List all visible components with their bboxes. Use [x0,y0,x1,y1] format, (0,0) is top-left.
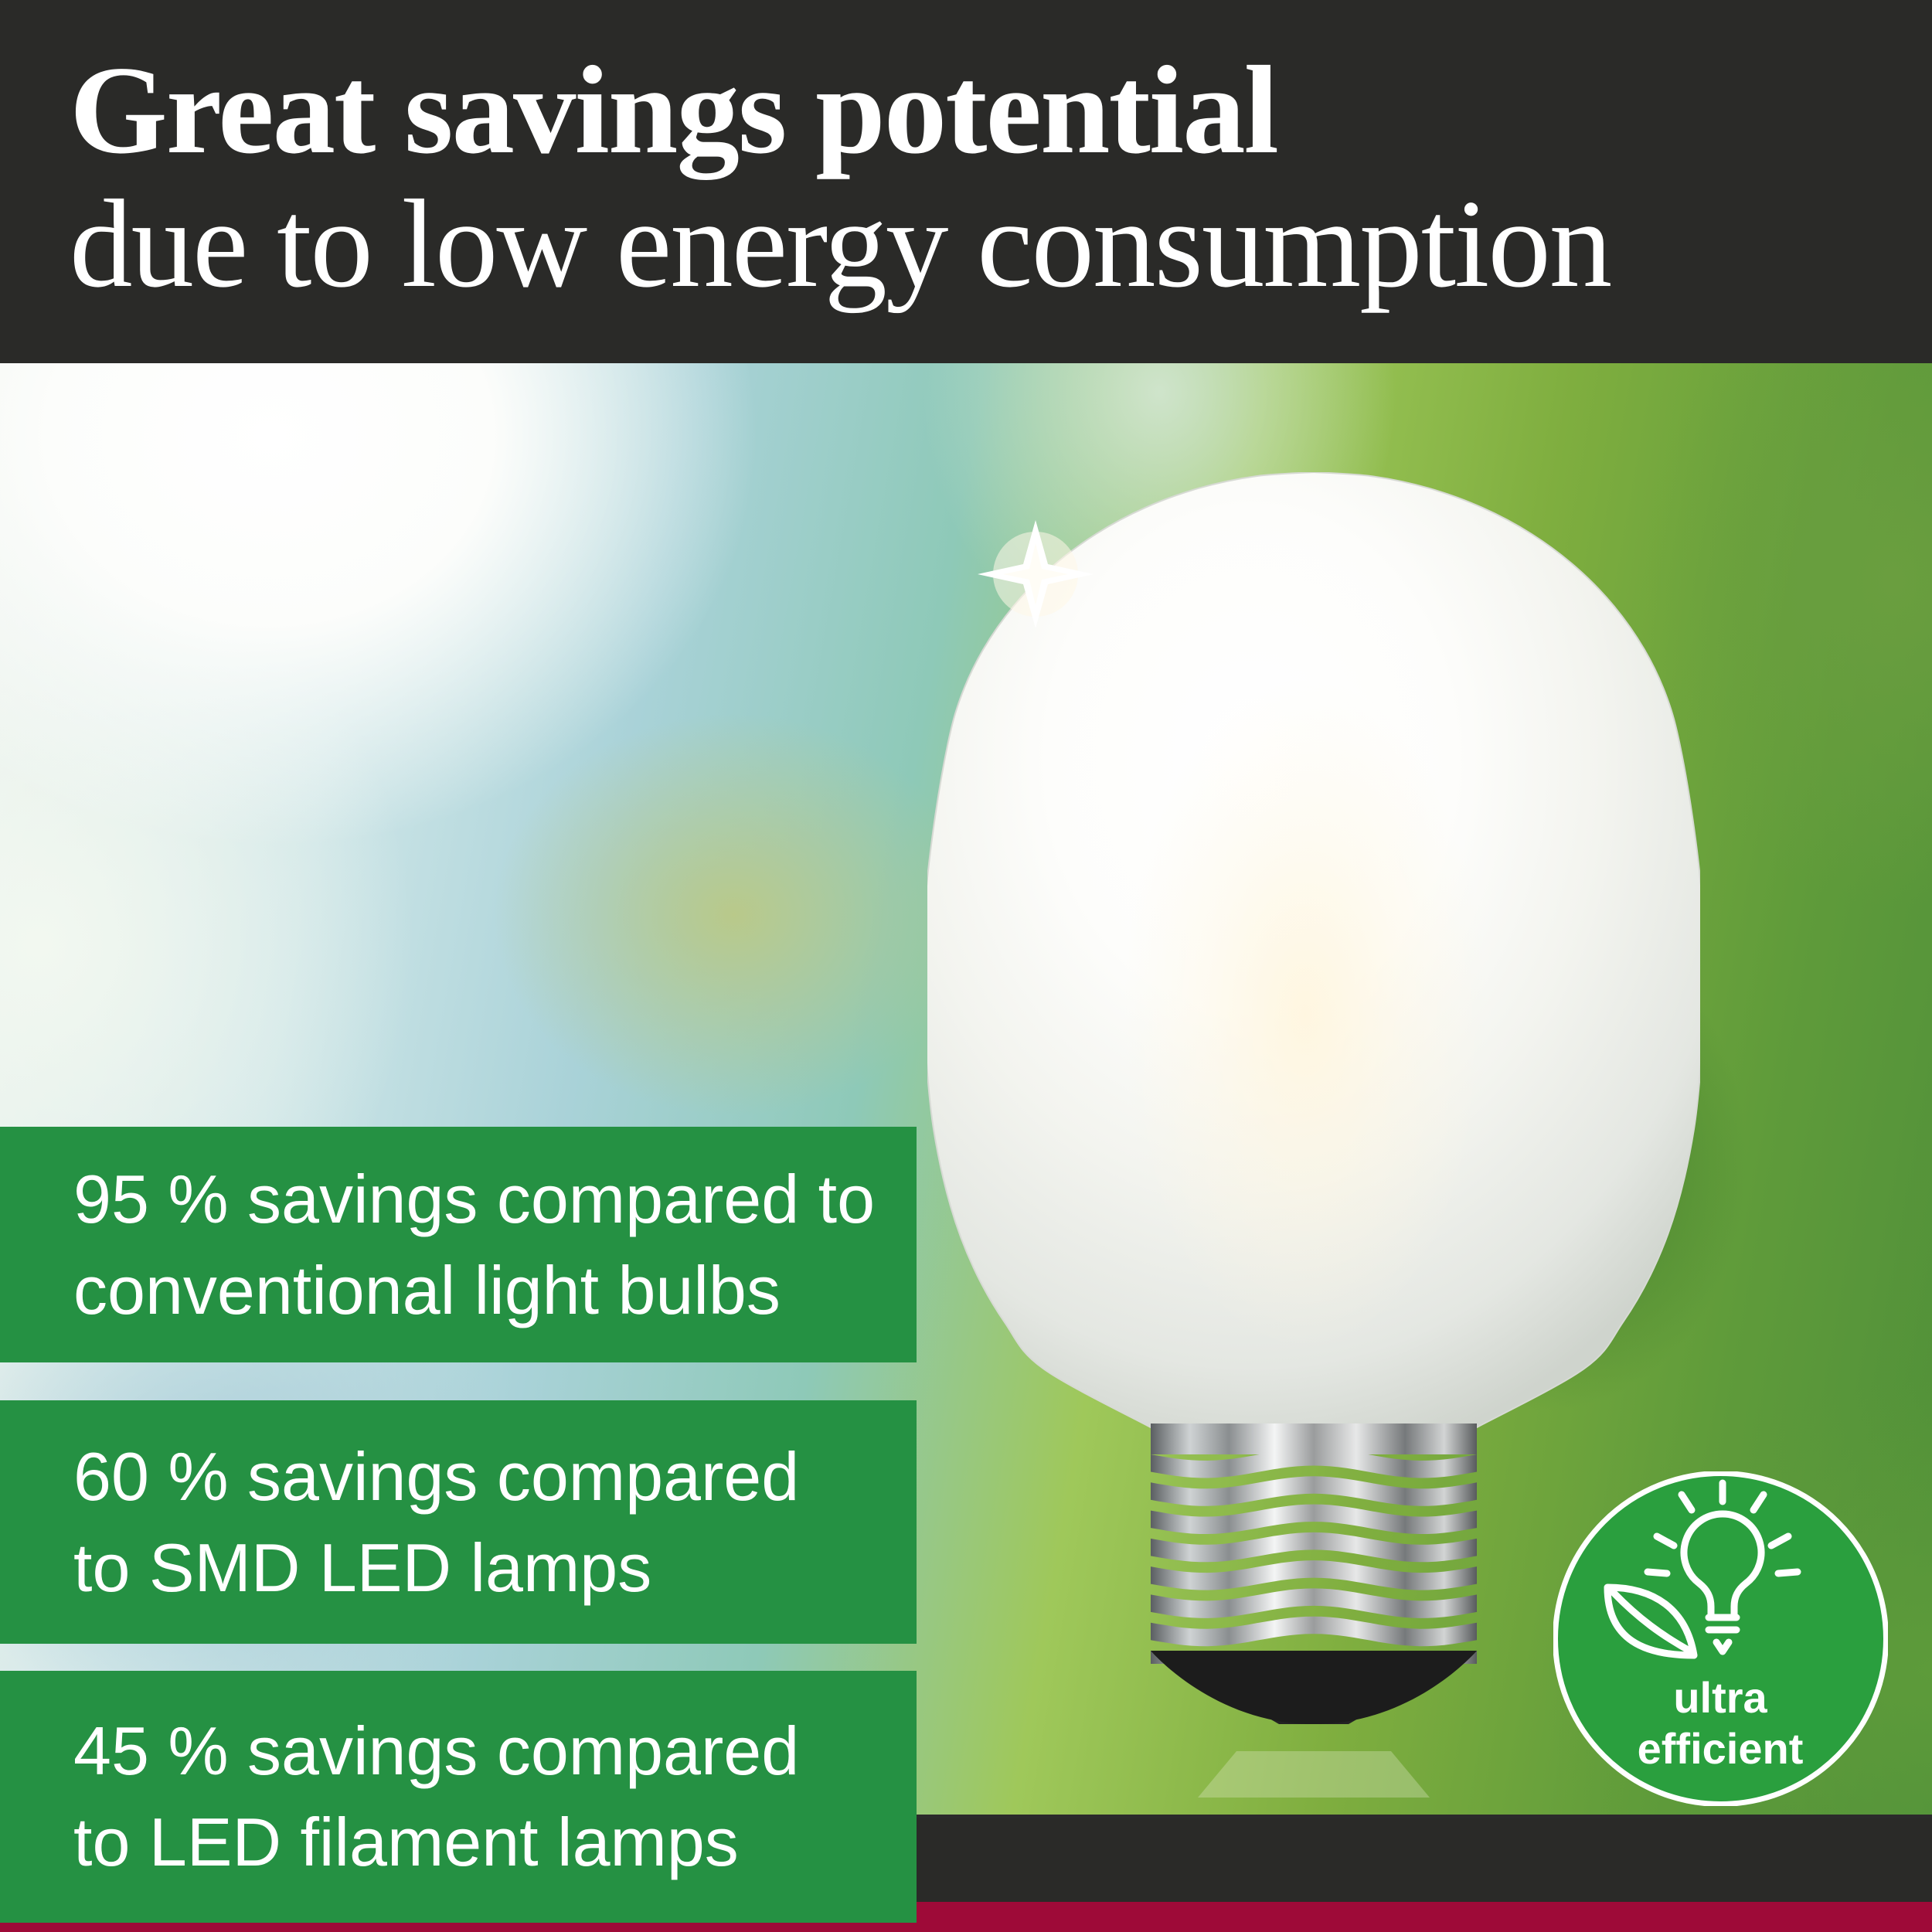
svg-text:efficient: efficient [1638,1724,1804,1773]
svg-text:ultra: ultra [1673,1673,1767,1722]
